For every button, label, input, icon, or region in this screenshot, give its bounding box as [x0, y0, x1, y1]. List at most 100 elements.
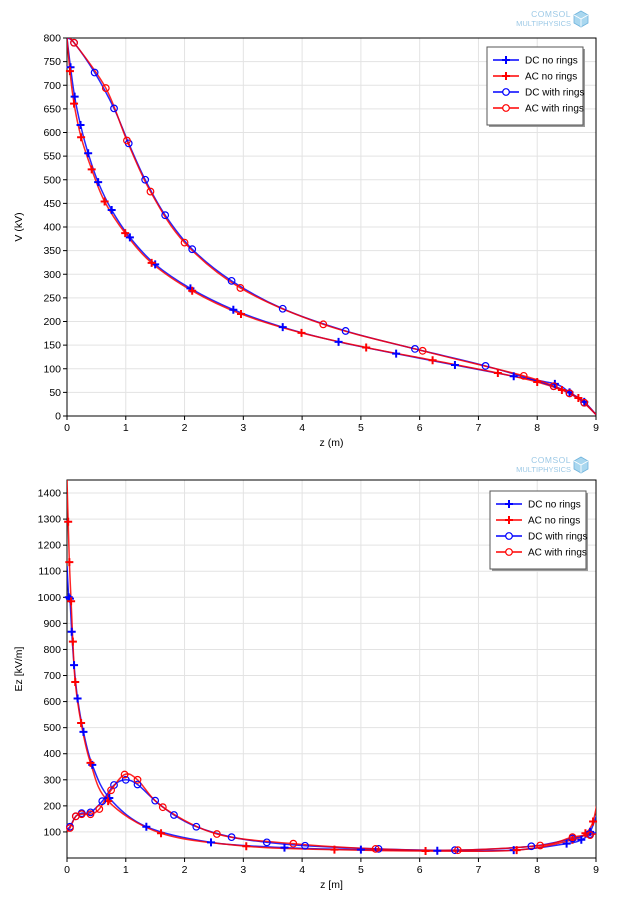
- x-tick-label: 8: [534, 864, 540, 876]
- data-point-circle: [120, 770, 129, 779]
- data-point-circle: [161, 211, 170, 220]
- y-tick-label: 50: [49, 387, 61, 399]
- data-point-plus: [493, 369, 502, 378]
- data-point-plus: [297, 328, 306, 337]
- data-point-plus: [433, 846, 442, 855]
- field-chart: COMSOL MULTIPHYSICS 0 1 2 3 4 5 6 7 8 9 100 200 300 400…: [0, 450, 629, 900]
- data-point-plus: [147, 258, 156, 267]
- data-point-circle: [374, 844, 383, 853]
- data-point-plus: [392, 349, 401, 358]
- y-tick-label: 800: [43, 644, 61, 656]
- data-point-circle: [86, 810, 95, 819]
- y-tick-label: 600: [43, 696, 61, 708]
- data-point-plus: [229, 305, 238, 314]
- x-axis-label: z [m]: [320, 879, 343, 891]
- data-point-plus: [157, 829, 166, 838]
- x-tick-label: 7: [476, 864, 482, 876]
- data-point-circle: [212, 830, 221, 838]
- legend-label-3: AC with rings: [525, 104, 584, 115]
- data-point-plus: [70, 92, 79, 101]
- legend-marker-circle: [505, 532, 513, 540]
- data-point-plus: [562, 839, 571, 848]
- x-tick-label: 3: [240, 422, 246, 434]
- data-point-plus: [142, 822, 151, 831]
- data-point-circle: [146, 187, 155, 196]
- legend-marker-plus: [502, 56, 510, 64]
- data-point-plus: [428, 356, 437, 365]
- data-point-plus: [421, 846, 430, 855]
- data-point-circle: [262, 838, 271, 847]
- series-line-0: [67, 565, 596, 852]
- data-point-plus: [65, 67, 74, 76]
- data-point-circle: [133, 780, 142, 789]
- data-point-circle: [481, 362, 490, 370]
- data-point-circle: [158, 803, 167, 812]
- data-point-plus: [550, 379, 559, 388]
- y-tick-label: 500: [43, 174, 61, 186]
- y-tick-label: 300: [43, 774, 61, 786]
- data-point-plus: [574, 394, 583, 403]
- legend-label-2: DC with rings: [525, 88, 584, 99]
- data-point-plus: [280, 843, 289, 852]
- data-point-circle: [121, 775, 130, 784]
- y-tick-label: 700: [43, 670, 61, 682]
- data-point-circle: [110, 104, 118, 113]
- y-tick-label: 550: [43, 151, 61, 163]
- data-point-circle: [519, 371, 528, 380]
- data-point-circle: [319, 320, 328, 329]
- logo-text-comsol: COMSOL: [531, 455, 571, 465]
- logo-text-comsol: COMSOL: [531, 9, 571, 19]
- series-line-3: [67, 773, 596, 852]
- data-point-circle: [586, 831, 595, 839]
- x-tick-label: 7: [476, 422, 482, 434]
- data-point-plus: [70, 661, 79, 670]
- data-point-plus: [76, 120, 85, 129]
- data-point-plus: [557, 386, 566, 395]
- y-tick-label: 650: [43, 103, 61, 115]
- y-tick-label: 750: [43, 56, 61, 68]
- data-point-plus: [356, 845, 365, 854]
- data-point-plus: [125, 233, 134, 242]
- legend-label-2: DC with rings: [528, 532, 587, 543]
- data-point-plus: [334, 337, 343, 346]
- x-tick-label: 8: [534, 422, 540, 434]
- data-point-circle: [568, 833, 577, 842]
- data-point-plus: [67, 597, 76, 606]
- y-tick-label: 350: [43, 245, 61, 257]
- x-tick-label: 1: [123, 864, 129, 876]
- data-point-plus: [65, 558, 74, 567]
- legend-label-0: DC no rings: [525, 56, 578, 67]
- data-point-plus: [100, 197, 109, 206]
- data-point-plus: [86, 758, 95, 767]
- data-point-circle: [580, 398, 589, 407]
- y-tick-label: 500: [43, 722, 61, 734]
- markers: [65, 38, 589, 407]
- data-point-circle: [188, 245, 197, 254]
- data-point-circle: [227, 833, 236, 842]
- y-tick-label: 200: [43, 316, 61, 328]
- data-point-circle: [278, 304, 287, 313]
- y-axis-label: V (kV): [13, 212, 25, 241]
- data-point-circle: [227, 276, 236, 285]
- plot-frame: [66, 479, 597, 859]
- data-point-circle: [70, 38, 78, 47]
- y-tick-label: 100: [43, 826, 61, 838]
- data-point-circle: [107, 786, 115, 795]
- data-point-circle: [371, 844, 380, 853]
- data-point-circle: [289, 839, 298, 848]
- x-tick-label: 9: [593, 422, 599, 434]
- data-point-plus: [509, 372, 518, 381]
- legend-marker-circle: [502, 104, 510, 112]
- data-point-plus: [188, 286, 197, 295]
- legend-marker-circle: [502, 88, 510, 96]
- data-point-circle: [141, 175, 150, 184]
- data-point-plus: [577, 835, 586, 844]
- y-tick-label: 150: [43, 340, 61, 352]
- y-tick-label: 400: [43, 748, 61, 760]
- voltage-chart: COMSOL MULTIPHYSICS 0 1 2 3 4 5 6 7 8 9 0 50 100 150 200…: [0, 0, 629, 450]
- legend-label-3: AC with rings: [528, 548, 587, 559]
- data-point-plus: [77, 718, 86, 727]
- y-axis-label: Ez [kV/m]: [13, 646, 25, 691]
- data-point-circle: [301, 841, 309, 850]
